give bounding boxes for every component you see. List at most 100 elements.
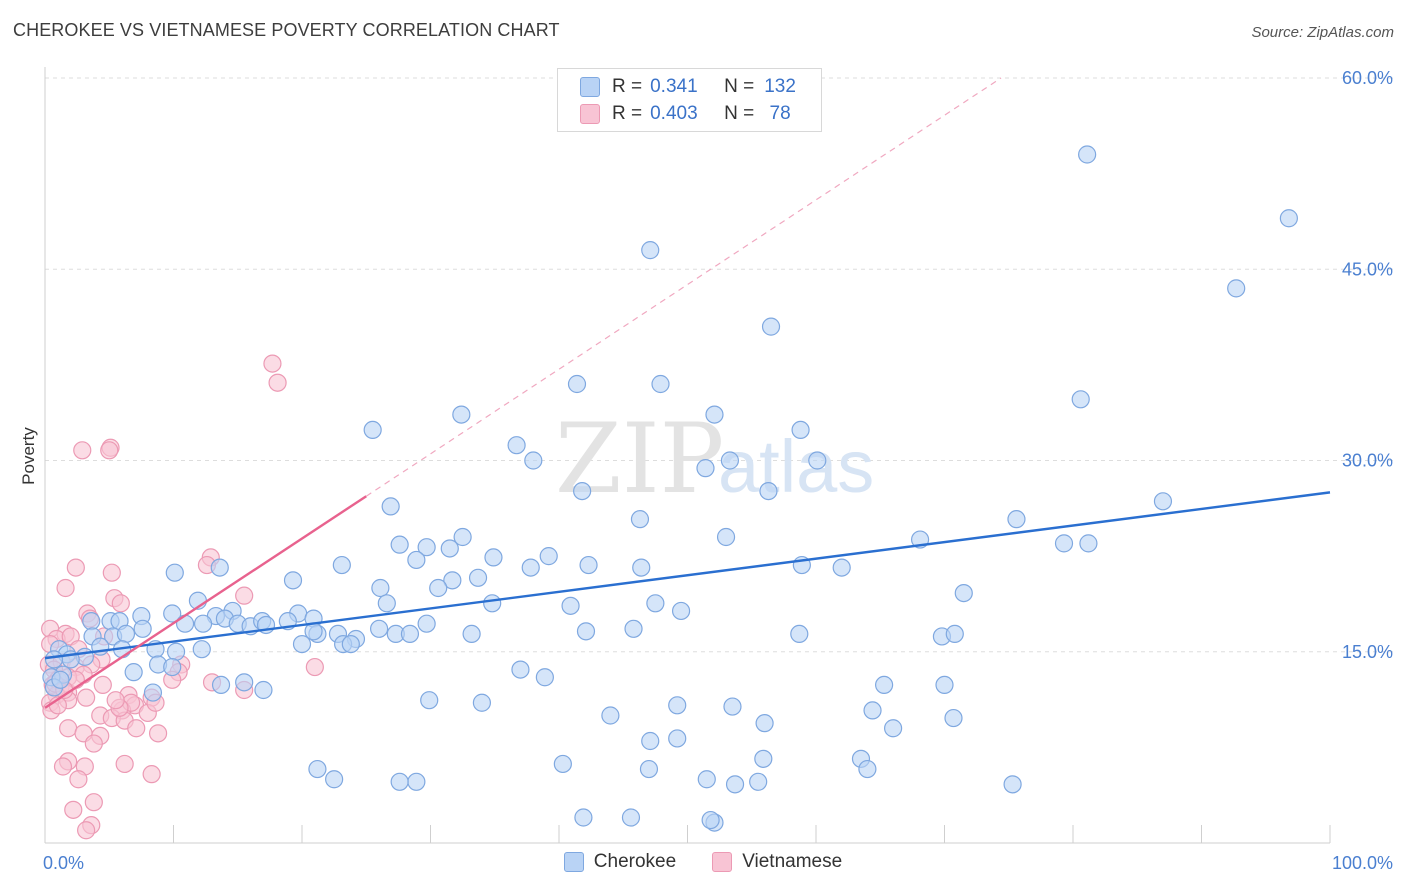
cherokee-point — [883, 719, 903, 738]
cherokee-point — [535, 668, 554, 687]
stats-legend: R = 0.341 N = 132 R = 0.403 N = 78 — [557, 68, 822, 132]
cherokee-point — [483, 594, 502, 613]
cherokee-point — [832, 558, 851, 577]
cherokee-point — [790, 624, 809, 644]
cherokee-point — [945, 624, 964, 644]
vietnamese-point — [106, 691, 125, 710]
cherokee-point — [725, 775, 745, 794]
cherokee-point — [443, 571, 462, 590]
legend-item-cherokee[interactable]: Cherokee — [563, 851, 677, 873]
cherokee-legend-swatch — [563, 852, 584, 872]
cherokee-point — [1153, 492, 1173, 511]
cherokee-point — [621, 808, 641, 827]
vietnamese-point — [127, 719, 146, 738]
cherokee-point — [749, 772, 768, 791]
vietnamese-point — [56, 578, 75, 598]
cherokee-point — [417, 538, 436, 557]
cherokee-point — [705, 405, 724, 424]
cherokee-point — [701, 810, 720, 830]
cherokee-point — [1071, 390, 1090, 409]
grid-lines — [45, 77, 1394, 653]
cherokee-point — [484, 548, 503, 567]
cherokee-point — [696, 459, 715, 478]
cherokee-point — [632, 558, 651, 577]
tick-labels: 15.0% 30.0% 45.0% 60.0% 0.0% 100.0% — [43, 68, 1393, 873]
chart-title: CHEROKEE VS VIETNAMESE POVERTY CORRELATI… — [13, 20, 560, 40]
cherokee-point — [462, 624, 481, 644]
x-tick-label: 100.0% — [1332, 853, 1393, 873]
cherokee-point — [1054, 534, 1074, 553]
cherokee-point — [759, 482, 778, 501]
source-credit: Source: ZipAtlas.com — [1251, 24, 1394, 41]
cherokee-trend-line — [44, 491, 1331, 660]
cherokee-point — [283, 571, 303, 590]
legend-r-label: R = — [612, 76, 643, 97]
vietnamese-point — [59, 719, 78, 738]
cherokee-point — [624, 619, 643, 638]
cherokee-point — [193, 614, 213, 633]
cherokee-point — [429, 578, 448, 598]
vietnamese-point — [100, 441, 119, 460]
legend-r-value: 0.403 — [650, 103, 698, 124]
cherokee-point — [254, 680, 273, 700]
cherokee-point — [754, 749, 773, 768]
y-tick-label: 30.0% — [1342, 451, 1393, 471]
vietnamese-point — [53, 757, 73, 776]
cherokee-point — [668, 696, 687, 715]
cherokee-point — [165, 563, 184, 582]
cherokee-point — [371, 578, 390, 598]
y-tick-label: 15.0% — [1342, 642, 1393, 662]
cherokee-point — [1079, 534, 1098, 553]
cherokee-point — [400, 624, 420, 644]
legend-label-cherokee: Cherokee — [593, 851, 677, 872]
legend-label-vietnamese: Vietnamese — [742, 851, 843, 872]
cherokee-point — [1279, 209, 1298, 228]
cherokee-point — [166, 642, 186, 661]
cherokee-point — [651, 374, 670, 394]
vietnamese-point — [115, 754, 134, 774]
cherokee-point — [539, 547, 558, 566]
cherokee-point — [377, 594, 396, 613]
cherokee-point — [716, 527, 736, 547]
cherokee-point — [381, 497, 400, 516]
cherokee-point — [639, 759, 659, 779]
vietnamese-point — [305, 657, 324, 677]
vietnamese-legend-swatch — [712, 852, 733, 872]
cherokee-point — [954, 583, 973, 603]
cherokee-point — [211, 675, 231, 695]
cherokee-point — [553, 754, 572, 774]
legend-r-label: R = — [612, 103, 643, 124]
cherokee-point — [1227, 279, 1246, 298]
cherokee-point — [175, 614, 195, 633]
vietnamese-point — [69, 770, 88, 789]
cherokee-point — [308, 759, 327, 779]
cherokee-point — [163, 604, 182, 623]
legend-n-value: 78 — [764, 103, 791, 124]
cherokee-point — [668, 729, 687, 748]
cherokee-point — [1003, 775, 1022, 794]
vietnamese-point — [268, 373, 287, 392]
legend-n-label: N = — [724, 103, 755, 124]
cherokee-point — [325, 770, 344, 789]
cherokee-point — [51, 670, 70, 689]
cherokee-point — [808, 451, 827, 470]
y-tick-label: 60.0% — [1342, 68, 1393, 88]
cherokee-point — [601, 706, 620, 725]
cherokee-point — [573, 482, 592, 501]
cherokee-point — [1078, 145, 1097, 164]
cherokee-point — [646, 594, 665, 613]
vietnamese-point — [263, 354, 282, 373]
cherokee-point — [472, 693, 491, 712]
cherokee-point — [390, 535, 409, 554]
cherokee-point — [720, 451, 740, 470]
cherokee-point — [292, 634, 312, 654]
trend-lines — [44, 77, 1331, 709]
cherokee-point — [723, 697, 742, 716]
vietnamese-point — [93, 675, 112, 695]
watermark-atlas: atlas — [718, 425, 874, 508]
vietnamese-point — [73, 441, 92, 460]
legend-item-vietnamese[interactable]: Vietnamese — [712, 851, 842, 873]
cherokee-point — [235, 673, 254, 692]
vietnamese-point — [66, 558, 85, 577]
vietnamese-point — [111, 594, 130, 613]
